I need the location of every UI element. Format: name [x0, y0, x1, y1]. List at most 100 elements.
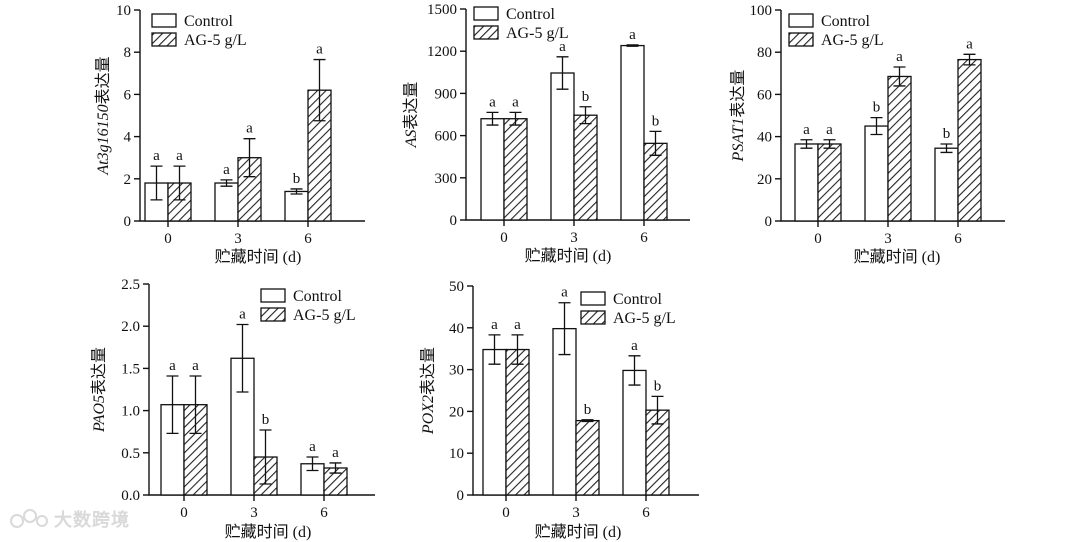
y-tick-label: 1200 — [427, 44, 457, 60]
significance-label: b — [654, 378, 662, 394]
y-tick-label: 100 — [750, 3, 773, 19]
y-axis-title-suffix: 表达量 — [729, 70, 747, 118]
significance-label: a — [246, 121, 253, 137]
y-axis-title: POX2表达量 — [419, 347, 437, 435]
y-axis-title-suffix: 表达量 — [94, 56, 112, 104]
error-bar — [236, 323, 249, 393]
y-tick-label: 40 — [449, 321, 464, 337]
y-axis-title-gene: PSAT1 — [730, 118, 747, 163]
significance-label: a — [332, 445, 339, 461]
significance-label: a — [153, 148, 160, 164]
bar-control-0 — [794, 143, 819, 222]
y-tick-label: 0 — [765, 214, 773, 230]
error-bar — [243, 138, 256, 178]
legend-swatch-treated — [788, 32, 814, 47]
significance-label: a — [559, 39, 566, 55]
y-tick-label: 0 — [124, 214, 132, 230]
legend-swatch-control — [473, 6, 499, 21]
x-tick-label: 0 — [814, 231, 822, 247]
y-axis-title-gene: POX2 — [420, 395, 437, 435]
significance-label: a — [223, 162, 230, 178]
significance-label: a — [309, 439, 316, 455]
y-tick-label: 1.5 — [121, 361, 140, 377]
bar-control-3 — [864, 125, 889, 222]
significance-label: b — [262, 412, 270, 428]
error-bar — [558, 302, 571, 356]
error-bar — [823, 139, 836, 149]
significance-label: b — [584, 402, 592, 418]
x-tick-label: 0 — [502, 505, 510, 521]
x-tick-label: 3 — [572, 505, 580, 521]
legend-label-control: Control — [293, 288, 342, 305]
significance-label: b — [652, 113, 660, 129]
bar-treated-3 — [573, 114, 598, 221]
error-bar — [556, 56, 569, 90]
significance-label: a — [514, 317, 521, 333]
legend-swatch-treated — [151, 32, 177, 47]
y-tick-label: 10 — [116, 3, 131, 19]
legend-swatch-treated — [580, 310, 606, 325]
significance-label: a — [966, 36, 973, 52]
legend-label-treated: AG-5 g/L — [506, 25, 569, 42]
bar-treated-3 — [887, 75, 912, 222]
legend-label-treated: AG-5 g/L — [613, 310, 676, 327]
significance-label: a — [192, 358, 199, 374]
legend-swatch-control — [580, 291, 606, 306]
x-tick-label: 0 — [500, 230, 508, 246]
y-tick-label: 0.5 — [121, 446, 140, 462]
legend: Control AG-5 g/L — [473, 6, 569, 42]
x-tick-label: 3 — [234, 231, 242, 247]
error-bar — [800, 139, 813, 149]
significance-label: b — [582, 89, 590, 105]
significance-label: a — [491, 317, 498, 333]
x-tick-label: 3 — [570, 230, 578, 246]
significance-label: a — [316, 42, 323, 58]
y-axis-title: PAO5表达量 — [90, 347, 108, 433]
error-bar — [628, 355, 641, 386]
y-tick-label: 20 — [757, 172, 772, 188]
bar-control-3 — [550, 72, 575, 221]
x-tick-label: 6 — [954, 231, 962, 247]
watermark-text: 大数跨境 — [54, 510, 130, 531]
x-tick-label: 0 — [164, 231, 172, 247]
significance-label: b — [293, 171, 301, 187]
significance-label: a — [489, 94, 496, 110]
x-axis-title: 贮藏时间 (d) — [225, 523, 312, 541]
significance-label: a — [176, 148, 183, 164]
x-axis-title: 贮藏时间 (d) — [525, 247, 612, 265]
x-axis-title: 贮藏时间 (d) — [215, 248, 302, 266]
watermark: 大数跨境 — [8, 506, 130, 532]
legend-label-treated: AG-5 g/L — [293, 307, 356, 324]
y-tick-label: 0 — [450, 213, 458, 229]
y-tick-label: 6 — [124, 87, 132, 103]
error-bar — [626, 44, 639, 47]
legend: Control AG-5 g/L — [580, 291, 676, 327]
error-bar — [306, 456, 319, 472]
y-axis-title: AS表达量 — [402, 82, 420, 149]
legend: Control AG-5 g/L — [260, 288, 356, 324]
y-axis-title-gene: PAO5 — [91, 395, 108, 433]
legend: Control AG-5 g/L — [788, 13, 884, 49]
legend-swatch-control — [788, 13, 814, 28]
legend-label-treated: AG-5 g/L — [184, 32, 247, 49]
bar-control-6 — [620, 44, 645, 221]
y-tick-label: 1.0 — [121, 404, 140, 420]
error-bar — [893, 66, 906, 87]
error-bar — [940, 143, 953, 154]
y-axis-title: PSAT1表达量 — [729, 70, 747, 163]
bar-treated-0 — [505, 348, 530, 496]
y-axis-title-gene: At3g16150 — [95, 104, 112, 175]
y-tick-label: 40 — [757, 130, 772, 146]
x-tick-label: 6 — [640, 230, 648, 246]
significance-label: a — [826, 122, 833, 138]
bar-control-6 — [934, 147, 959, 222]
bar-control-3 — [214, 182, 239, 222]
legend-swatch-control — [260, 288, 286, 303]
error-bar — [166, 375, 179, 435]
error-bar — [220, 179, 233, 187]
y-tick-label: 80 — [757, 45, 772, 61]
error-bar — [290, 188, 303, 195]
watermark-logo-icon — [10, 509, 48, 528]
